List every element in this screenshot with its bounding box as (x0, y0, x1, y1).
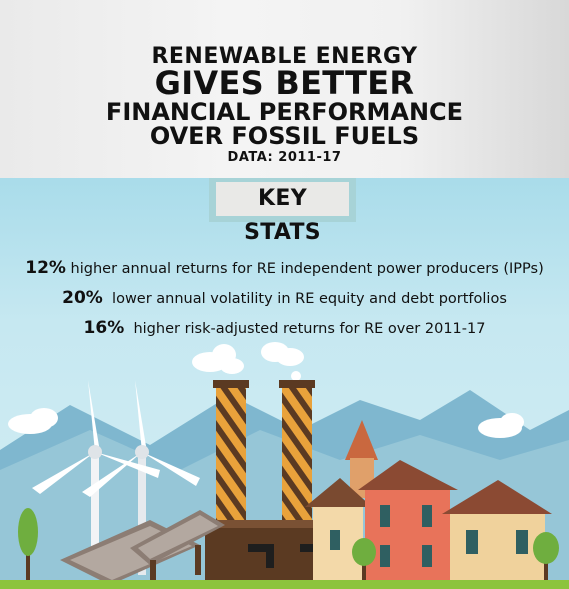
cloud-icon (8, 342, 524, 438)
data-range-label: DATA: 2011-17 (227, 150, 342, 165)
stat-text: higher annual returns for RE independent… (65, 261, 544, 277)
factory-building (205, 520, 331, 580)
stat-line-1: 12% higher annual returns for RE indepen… (0, 258, 569, 278)
stat-value: 16% (83, 318, 125, 338)
stat-text: higher risk-adjusted returns for RE over… (124, 321, 486, 337)
header-banner: RENEWABLE ENERGY GIVES BETTER FINANCIAL … (0, 0, 569, 178)
stat-line-3: 16% higher risk-adjusted returns for RE … (0, 318, 569, 338)
factory-chimneys (213, 380, 315, 524)
title-line-4: OVER FOSSIL FUELS (149, 122, 420, 150)
key-stats-label: KEY STATS (216, 182, 349, 245)
stat-value: 12% (25, 258, 66, 278)
title-line-2: GIVES BETTER (154, 64, 415, 102)
stat-line-2: 20% lower annual volatility in RE equity… (0, 288, 569, 308)
tree-icon (18, 508, 559, 583)
title-line-1: RENEWABLE ENERGY (151, 44, 418, 69)
stat-text: lower annual volatility in RE equity and… (102, 291, 507, 307)
stat-value: 20% (62, 288, 103, 308)
key-stats-badge: KEY STATS (209, 178, 356, 245)
ground (0, 580, 569, 589)
title-line-3: FINANCIAL PERFORMANCE (105, 98, 464, 126)
wind-turbine-icon (32, 380, 200, 575)
solar-panel-icon (60, 510, 225, 585)
